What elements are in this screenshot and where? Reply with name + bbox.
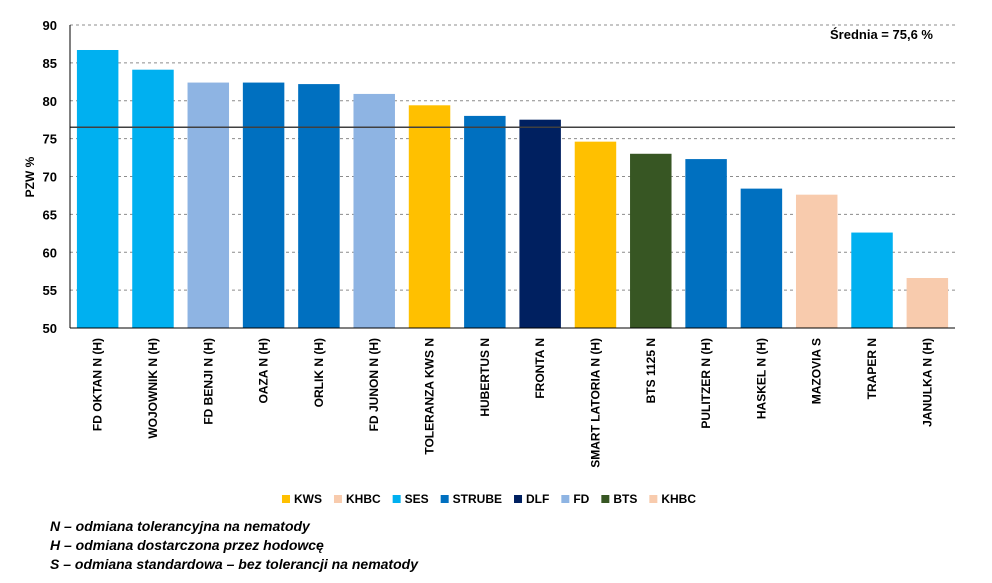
- bar: [685, 159, 727, 328]
- bar: [464, 115, 506, 329]
- bars: [76, 49, 949, 329]
- legend-swatch: [601, 495, 610, 503]
- category-label: TOLERANZA KWS N: [423, 338, 437, 455]
- legend-swatch: [561, 495, 570, 503]
- legend-label: KHBC: [661, 492, 696, 506]
- y-tick-label: 80: [43, 94, 57, 109]
- category-label: TRAPER N: [865, 338, 879, 399]
- y-axis-ticks: 50 55 60 65 70 75 80 85 90: [43, 18, 57, 336]
- mean-annotation: Średnia = 75,6 %: [830, 27, 933, 42]
- category-label: FD BENJI N (H): [201, 338, 215, 425]
- bar: [851, 232, 893, 328]
- bar: [519, 119, 561, 328]
- y-tick-label: 90: [43, 18, 57, 33]
- legend-label: SES: [405, 492, 429, 506]
- bar: [740, 188, 783, 328]
- category-label: OAZA N (H): [257, 338, 271, 404]
- footnote-n: N – odmiana tolerancyjna na nematody: [50, 518, 310, 534]
- y-tick-label: 50: [43, 321, 57, 336]
- legend-swatch: [333, 495, 342, 503]
- legend-label: BTS: [613, 492, 637, 506]
- category-labels: FD OKTAN N (H) WOJOWNIK N (H) FD BENJI N (…: [91, 338, 935, 468]
- footnote-h: H – odmiana dostarczona przez hodowcę: [50, 537, 324, 553]
- legend-swatch: [514, 495, 523, 503]
- legend: KWS KHBC SES STRUBE DLF FD BTS KHBC: [281, 492, 696, 506]
- category-label: HUBERTUS N: [478, 338, 492, 417]
- category-label: PULITZER N (H): [699, 338, 713, 429]
- legend-swatch: [281, 495, 290, 503]
- legend-label: KWS: [294, 492, 322, 506]
- legend-label: STRUBE: [453, 492, 502, 506]
- category-label: JANULKA N (H): [920, 338, 934, 427]
- legend-label: FD: [573, 492, 589, 506]
- y-axis-label: PZW %: [23, 156, 37, 197]
- category-label: FRONTA N: [533, 338, 547, 399]
- y-tick-label: 75: [43, 132, 57, 147]
- bar: [906, 278, 949, 328]
- y-tick-label: 85: [43, 56, 57, 71]
- category-label: SMART LATORIA N (H): [588, 338, 602, 468]
- category-label: FD JUNON N (H): [367, 338, 381, 431]
- y-tick-label: 70: [43, 170, 57, 185]
- legend-label: DLF: [526, 492, 549, 506]
- category-label: BTS 1125 N: [644, 338, 658, 403]
- bar: [76, 49, 119, 329]
- y-tick-label: 55: [43, 283, 57, 298]
- bar: [408, 105, 451, 328]
- bar: [353, 93, 395, 329]
- category-label: MAZOVIA S: [810, 338, 824, 404]
- legend-swatch: [649, 495, 658, 503]
- legend-swatch: [440, 495, 449, 503]
- y-tick-label: 65: [43, 207, 57, 222]
- legend-swatch: [392, 495, 401, 503]
- category-label: WOJOWNIK N (H): [146, 338, 160, 439]
- bar: [242, 82, 285, 328]
- category-label: HASKEL N (H): [754, 338, 768, 419]
- bar: [187, 82, 230, 328]
- bar: [795, 194, 838, 328]
- category-label: FD OKTAN N (H): [91, 338, 105, 431]
- legend-label: KHBC: [346, 492, 381, 506]
- bar: [298, 84, 340, 329]
- footnote-s: S – odmiana standardowa – bez tolerancji…: [50, 556, 418, 572]
- footnotes: N – odmiana tolerancyjna na nematody H –…: [50, 517, 418, 574]
- bar: [574, 141, 617, 328]
- bar: [132, 69, 174, 328]
- bar: [630, 153, 672, 328]
- y-tick-label: 60: [43, 245, 57, 260]
- category-label: ORLIK N (H): [312, 338, 326, 407]
